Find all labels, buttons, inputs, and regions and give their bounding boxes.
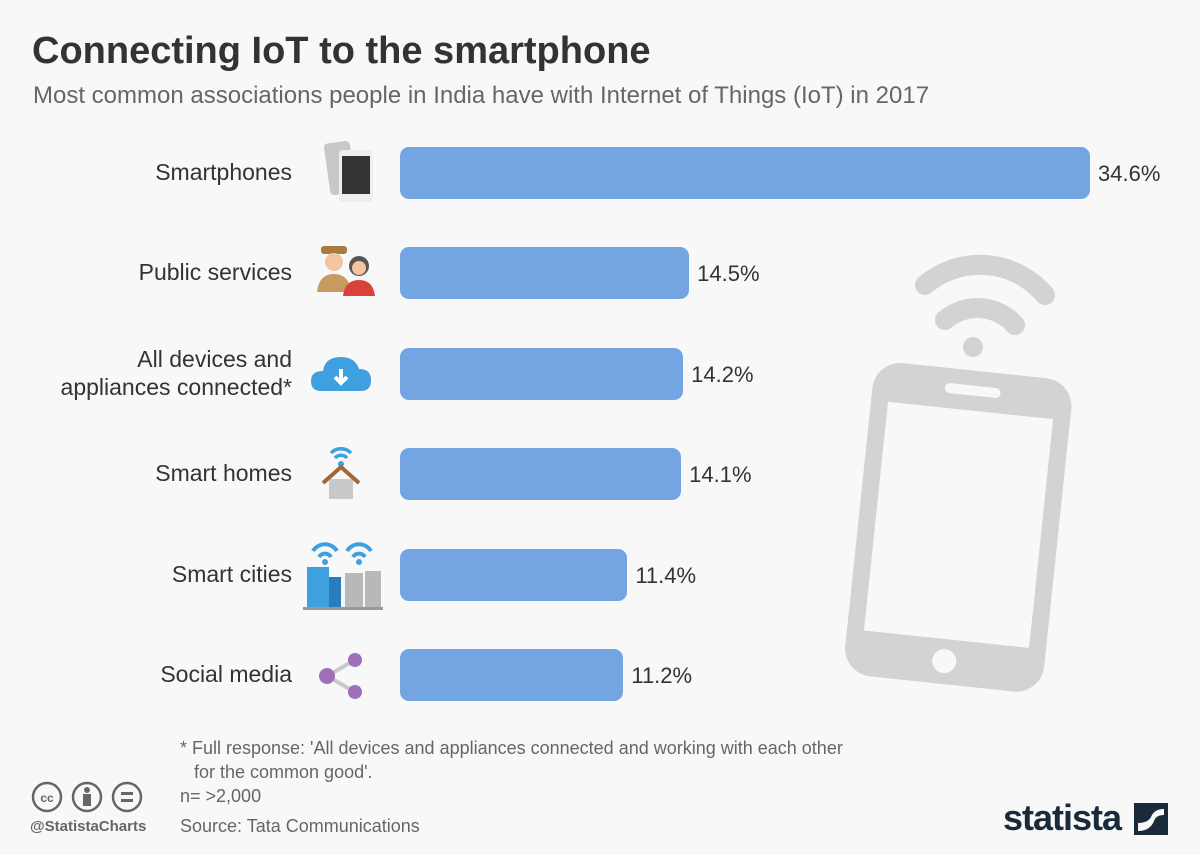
source: Source: Tata Communications	[180, 816, 420, 836]
category-label: Smart cities	[171, 561, 292, 587]
footnote-line2: for the common good'.	[194, 762, 373, 782]
smart-home-icon	[321, 447, 361, 499]
svg-text:cc: cc	[40, 791, 54, 805]
category-label: Smartphones	[155, 159, 292, 185]
statista-logo[interactable]: statista	[1003, 797, 1122, 838]
data-label: 14.5%	[697, 261, 760, 286]
public-services-icon	[317, 246, 375, 296]
twitter-handle[interactable]: @StatistaCharts	[30, 818, 147, 835]
data-label: 11.2%	[631, 663, 693, 688]
data-label: 14.2%	[691, 362, 754, 387]
category-label: Smart homes	[155, 460, 292, 486]
category-label: Public services	[138, 259, 292, 285]
bar	[400, 448, 682, 500]
category-label: All devices and appliances connected*	[60, 346, 292, 400]
footnote-line1: * Full response: 'All devices and applia…	[180, 738, 843, 758]
chart-subtitle: Most common associations people in India…	[33, 82, 930, 109]
bar	[400, 649, 624, 701]
smart-city-icon	[303, 542, 383, 610]
smartphones-icon	[324, 140, 373, 202]
creative-commons-icon[interactable]: cc	[30, 780, 150, 816]
bar	[400, 348, 684, 400]
chart-title: Connecting IoT to the smartphone	[32, 30, 651, 72]
sample-size: n= >2,000	[180, 786, 262, 806]
cloud-download-icon	[311, 357, 371, 391]
share-icon	[319, 653, 362, 699]
bar	[400, 549, 628, 601]
category-label: Social media	[160, 661, 292, 687]
statista-logo-icon	[1134, 803, 1168, 835]
data-label: 14.1%	[689, 462, 752, 487]
data-label: 11.4%	[635, 563, 697, 588]
bar	[400, 247, 690, 299]
bar	[400, 147, 1090, 199]
phone-wifi-illustration-icon	[845, 254, 1072, 692]
data-label: 34.6%	[1098, 161, 1161, 186]
